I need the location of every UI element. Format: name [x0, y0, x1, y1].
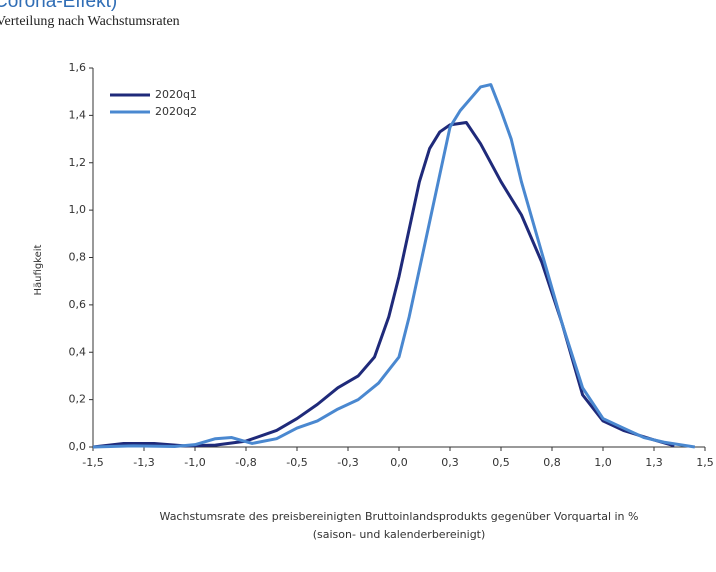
x-tick-label: -1,5: [82, 456, 103, 469]
y-tick-label: 0,8: [69, 251, 87, 264]
chart-title: Corona-Effekt): [0, 0, 117, 12]
x-tick-label: 1,0: [594, 456, 612, 469]
x-tick-label: -0,3: [337, 456, 358, 469]
x-tick-label: -1,0: [184, 456, 205, 469]
y-tick-label: 1,0: [69, 203, 87, 216]
x-tick-label: 0,0: [390, 456, 408, 469]
x-tick-label: -1,3: [133, 456, 154, 469]
x-tick-label: 0,3: [441, 456, 459, 469]
y-tick-label: 0,4: [69, 345, 87, 358]
x-tick-label: -0,8: [235, 456, 256, 469]
x-tick-label: 0,8: [543, 456, 561, 469]
y-axis-label: Häufigkeit: [33, 244, 44, 295]
y-tick-label: 0,2: [69, 393, 87, 406]
y-tick-label: 0,6: [69, 298, 87, 311]
legend-label: 2020q1: [155, 88, 197, 101]
x-tick-label: 0,5: [492, 456, 510, 469]
x-tick-label: 1,3: [645, 456, 663, 469]
x-axis-label: Wachstumsrate des preisbereinigten Brutt…: [160, 510, 639, 523]
x-tick-label: -0,5: [286, 456, 307, 469]
chart-subtitle: Verteilung nach Wachstumsraten: [0, 14, 180, 29]
legend-label: 2020q2: [155, 105, 197, 118]
x-tick-label: 1,5: [696, 456, 714, 469]
x-axis-label: (saison- und kalenderbereinigt): [313, 528, 486, 541]
y-tick-label: 0,0: [69, 440, 87, 453]
series-line: [92, 83, 696, 449]
y-tick-label: 1,4: [69, 108, 87, 121]
series-line: [92, 120, 675, 449]
y-tick-label: 1,2: [69, 156, 87, 169]
y-tick-label: 1,6: [69, 61, 87, 74]
